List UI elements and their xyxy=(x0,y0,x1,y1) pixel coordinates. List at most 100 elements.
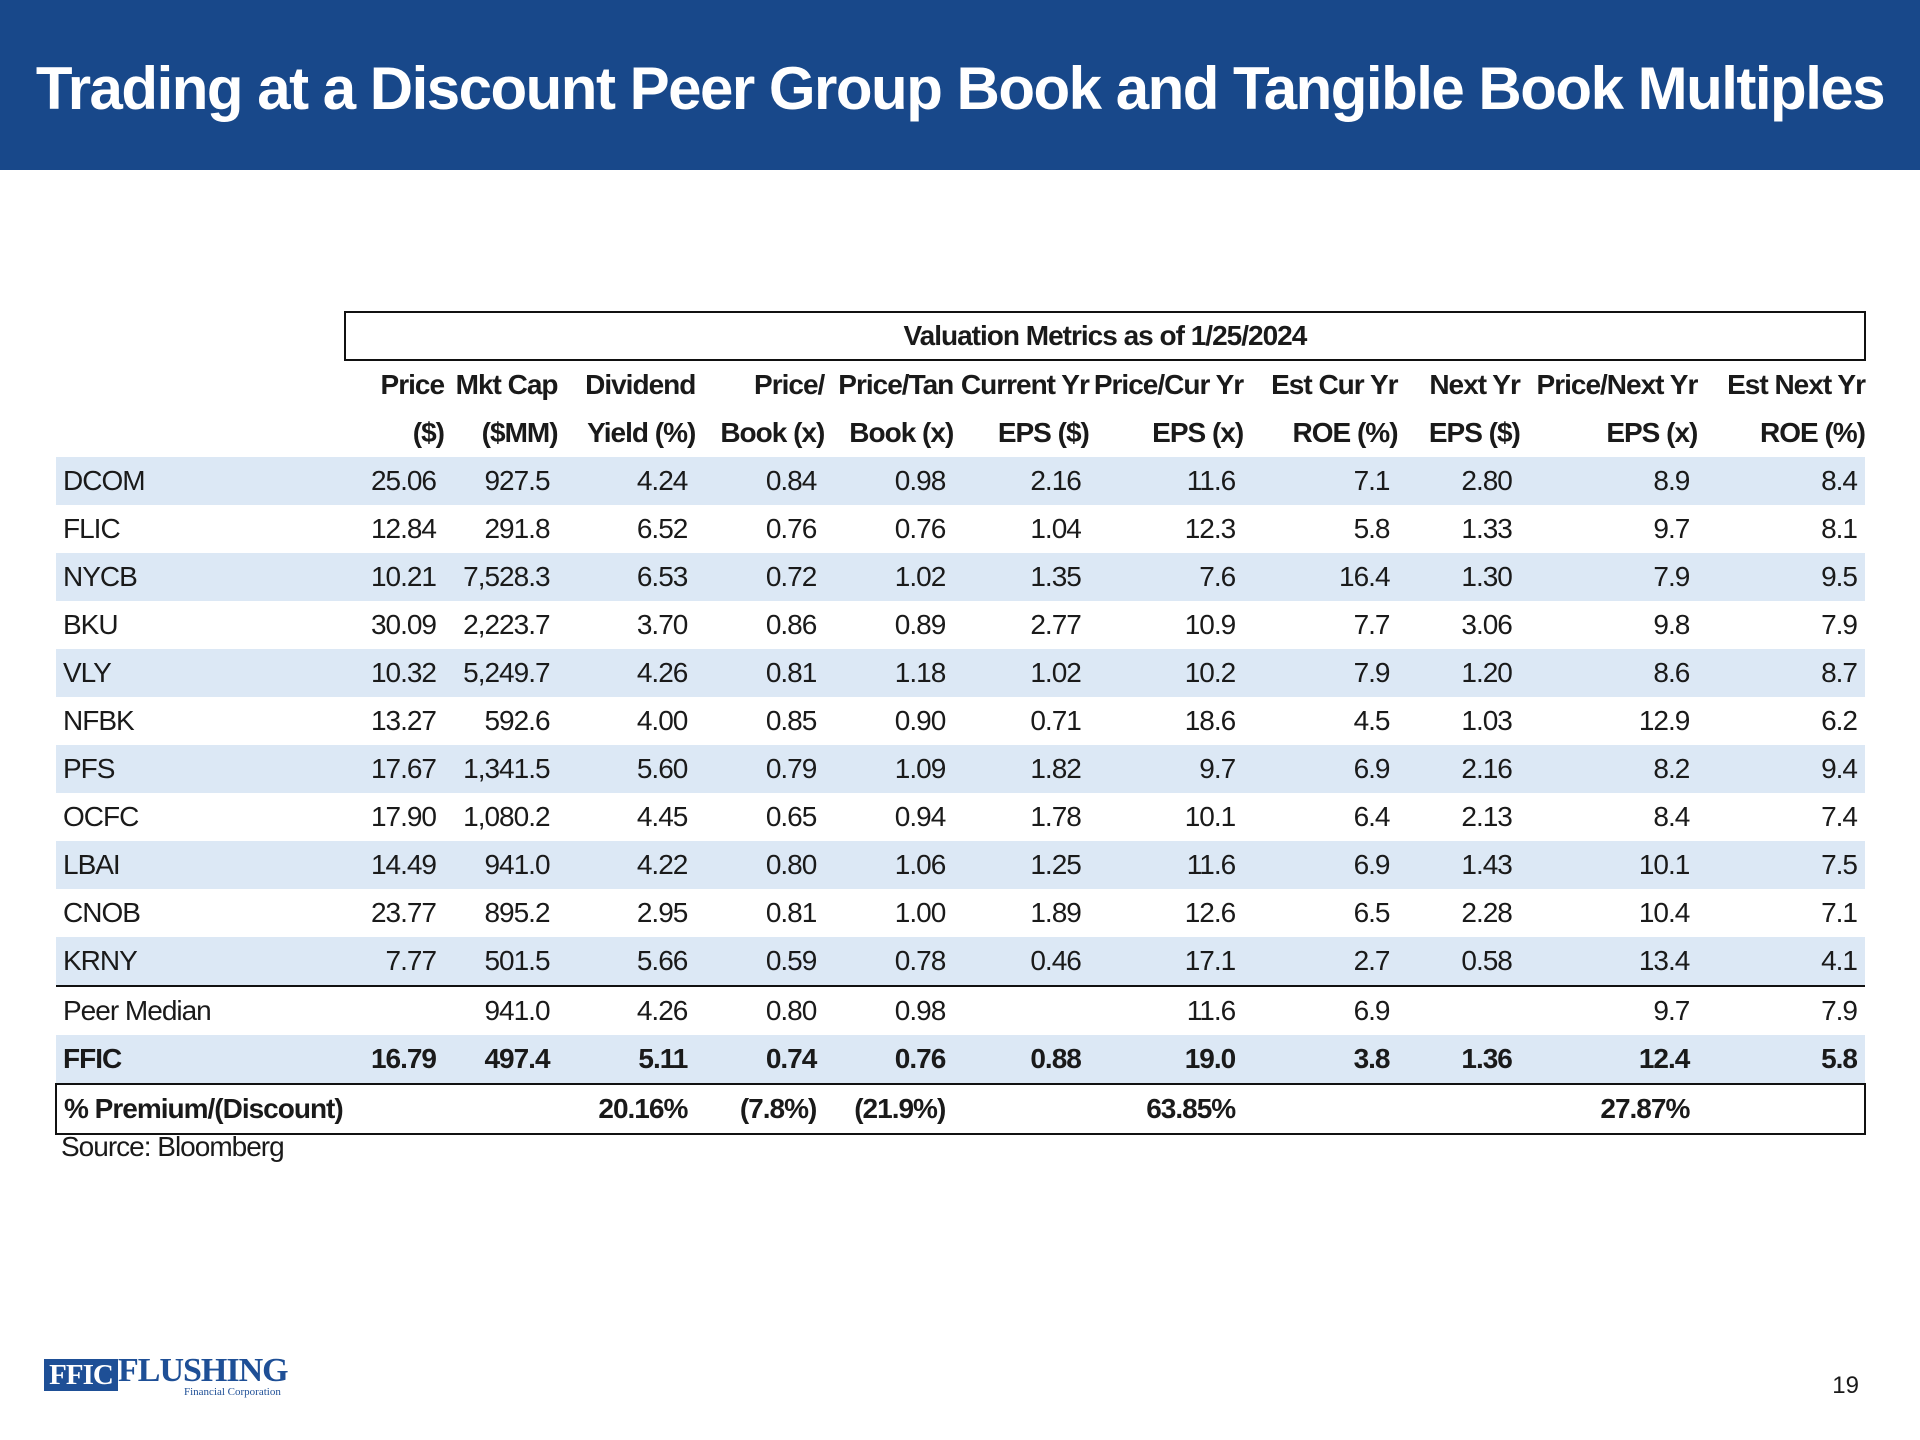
table-cell: 9.7 xyxy=(1519,985,1698,1035)
table-cell: 4.26 xyxy=(557,649,696,697)
valuation-table: Valuation Metrics as of 1/25/2024 Price M… xyxy=(55,311,1867,1135)
table-row: FLIC 12.84 291.8 6.52 0.76 0.76 1.04 12.3 5.8 1.3… xyxy=(56,505,1865,553)
table-cell: 1.02 xyxy=(953,649,1089,697)
table-cell: BKU xyxy=(63,609,119,640)
table-cell: (21.9%) xyxy=(824,1083,954,1135)
table-cell: 17.67 xyxy=(344,745,445,793)
table-cell xyxy=(953,1083,1089,1135)
table-cell xyxy=(344,985,445,1035)
column-header: EPS ($) xyxy=(997,417,1090,448)
source-note: Source: Bloomberg xyxy=(61,1131,285,1162)
table-cell: 5,249.7 xyxy=(444,649,558,697)
table-cell: 13.4 xyxy=(1519,937,1698,986)
table-cell: OCFC xyxy=(63,801,139,832)
table-cell: 1.06 xyxy=(824,841,954,889)
table-cell: 7.1 xyxy=(1821,897,1858,928)
table-cell: 0.72 xyxy=(695,553,825,601)
table-cell: 7.9 xyxy=(1697,985,1865,1035)
table-cell: 0.81 xyxy=(695,649,825,697)
table-cell: 1.20 xyxy=(1397,649,1520,697)
column-header: Next Yr xyxy=(1429,369,1521,400)
logo-box: FFIC xyxy=(44,1359,118,1391)
table-cell: 3.06 xyxy=(1461,609,1513,640)
table-cell: 1.35 xyxy=(953,553,1089,601)
table-cell: 19.0 xyxy=(1088,1035,1244,1084)
column-header: Dividend xyxy=(585,369,696,400)
table-cell: 18.6 xyxy=(1184,705,1237,736)
column-header: ($) xyxy=(412,417,445,448)
table-cell: 11.6 xyxy=(1088,457,1244,505)
table-cell: 8.6 xyxy=(1519,649,1698,697)
table-cell: 291.8 xyxy=(484,513,550,544)
table-cell: 12.3 xyxy=(1184,513,1237,544)
column-header: Price/Next Yr xyxy=(1536,369,1699,400)
table-cell: 11.6 xyxy=(1088,841,1244,889)
table-cell: 941.0 xyxy=(444,985,558,1035)
table-cell: CNOB xyxy=(63,897,141,928)
table-row: PFS 17.67 1,341.5 5.60 0.79 1.09 1.82 9.7 6.9 2.1… xyxy=(56,745,1865,793)
table-cell: 0.59 xyxy=(695,937,825,986)
table-cell: 7.9 xyxy=(1243,649,1398,697)
table-cell: 0.85 xyxy=(765,705,817,736)
table-cell: 16.79 xyxy=(344,1035,445,1084)
table-row: LBAI 14.49 941.0 4.22 0.80 1.06 1.25 11.6 6.9 1.4… xyxy=(56,841,1865,889)
column-header-row: Price Mkt Cap Dividend Price/Price/Tan Curre… xyxy=(56,360,1866,409)
column-header: Price/ xyxy=(754,369,825,400)
table-cell: 1.00 xyxy=(894,897,946,928)
table-cell: 7.77 xyxy=(344,937,445,986)
table-cell: 3.70 xyxy=(636,609,688,640)
table-cell: 0.46 xyxy=(953,937,1089,986)
table-cell: 30.09 xyxy=(370,609,437,640)
peer-median-row: Peer Median 941.0 4.26 0.80 0.98 11.6 6.9 9.7 7.… xyxy=(56,985,1865,1035)
premium-discount-row: % Premium/(Discount) 20.16% (7.8%) (21.9%) 6… xyxy=(55,1083,1866,1135)
table-cell: 7,528.3 xyxy=(444,553,558,601)
table-cell: 4.26 xyxy=(557,985,696,1035)
table-cell: 0.79 xyxy=(695,745,825,793)
column-header: Est Next Yr xyxy=(1727,369,1866,400)
table-cell: 6.4 xyxy=(1353,801,1391,832)
table-cell xyxy=(1243,1083,1398,1135)
table-cell: 1.89 xyxy=(1030,897,1081,928)
table-cell: DCOM xyxy=(56,457,345,505)
table-cell: 5.60 xyxy=(557,745,696,793)
table-cell: 501.5 xyxy=(444,937,558,986)
table-cell: 0.88 xyxy=(953,1035,1089,1084)
table-row: NFBK 13.27 592.6 4.00 0.85 0.90 0.71 18.6 4.5 1.0… xyxy=(56,697,1865,745)
logo-subtitle: Financial Corporation xyxy=(184,1386,281,1398)
table-cell: FLIC xyxy=(63,513,121,544)
table-cell: 23.77 xyxy=(370,897,437,928)
table-cell: 2.95 xyxy=(636,897,688,928)
header-spacer xyxy=(56,360,345,409)
table-row: VLY 10.32 5,249.7 4.26 0.81 1.18 1.02 10.2 7.9 1.… xyxy=(56,649,1865,697)
caption-spacer xyxy=(56,312,345,360)
table-cell: 7.1 xyxy=(1243,457,1398,505)
table-row: KRNY 7.77 501.5 5.66 0.59 0.78 0.46 17.1 2.7 0.58… xyxy=(56,937,1865,986)
table-cell: 1.78 xyxy=(1030,801,1081,832)
table-cell: 9.7 xyxy=(1653,513,1690,544)
table-cell: 9.4 xyxy=(1697,745,1865,793)
table-cell: 1.30 xyxy=(1397,553,1520,601)
table-cell: 10.1 xyxy=(1184,801,1237,832)
table-cell: LBAI xyxy=(56,841,345,889)
table-cell: 2.13 xyxy=(1461,801,1513,832)
table-cell: 4.00 xyxy=(636,705,688,736)
table-cell: 5.8 xyxy=(1353,513,1391,544)
table-cell: 1.25 xyxy=(953,841,1089,889)
table-cell: 4.45 xyxy=(636,801,688,832)
table-cell: % Premium/(Discount) xyxy=(55,1083,345,1135)
column-header: ($MM) xyxy=(481,417,559,448)
page-number: 19 xyxy=(1832,1372,1859,1399)
logo-name: FLUSHING xyxy=(118,1352,289,1389)
table-cell: 13.27 xyxy=(370,705,437,736)
table-cell: 8.7 xyxy=(1697,649,1865,697)
column-header: EPS (x) xyxy=(1606,417,1698,448)
column-header: ROE (%) xyxy=(1760,417,1866,448)
table-cell: 3.8 xyxy=(1243,1035,1398,1084)
table-cell: 1,080.2 xyxy=(463,801,550,832)
table-cell xyxy=(953,985,1089,1035)
table-cell: 6.2 xyxy=(1821,705,1858,736)
table-cell: 941.0 xyxy=(444,841,558,889)
table-cell: 8.2 xyxy=(1519,745,1698,793)
table-cell: 7.4 xyxy=(1821,801,1858,832)
table-cell: 2.7 xyxy=(1243,937,1398,986)
